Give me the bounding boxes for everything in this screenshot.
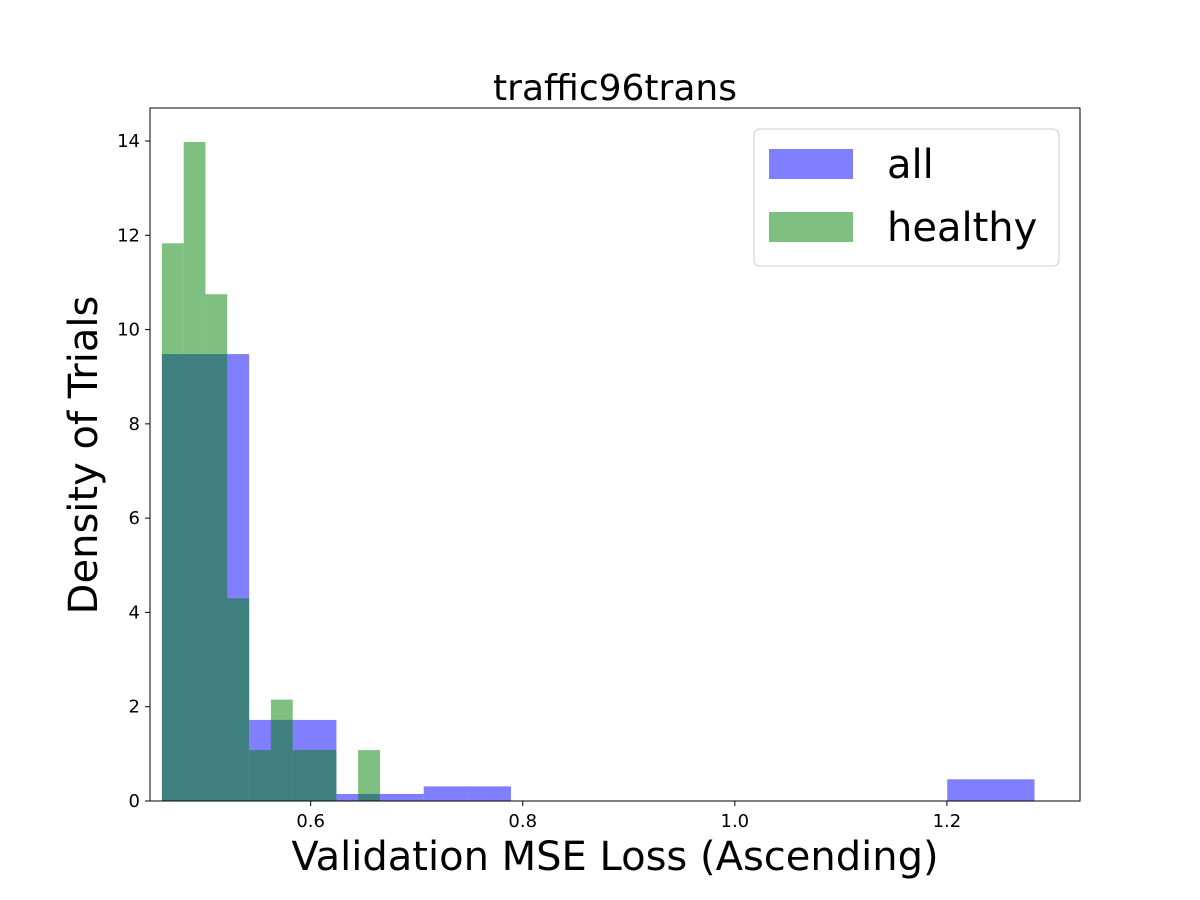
y-tick-label: 14 [117,131,140,152]
y-tick-label: 10 [117,320,140,341]
plot-frame [149,107,1081,802]
legend-label-all: all [887,142,934,188]
chart-title: traffic96trans [493,68,737,109]
y-tick-label: 2 [129,697,140,718]
y-axis-label: Density of Trials [61,296,107,615]
x-tick-label: 1.2 [933,811,962,832]
bar-healthy-4 [249,750,271,801]
bar-healthy-3 [227,598,250,801]
y-tick-label: 4 [129,602,140,623]
histogram-bars [161,141,1035,802]
bar-healthy-7 [314,750,337,801]
bar-healthy-5 [270,699,293,801]
bar-healthy-8 [358,750,381,801]
y-axis-ticks: 0 2 4 6 8 10 12 14 [117,131,150,812]
bar-healthy-1 [183,141,206,801]
bar-healthy-2 [205,294,228,801]
bar-healthy-0 [161,243,184,802]
bar-all-6 [423,786,468,801]
x-axis-label: Validation MSE Loss (Ascending) [291,834,938,880]
bar-healthy-6 [292,750,315,801]
legend: all healthy [753,128,1060,267]
y-tick-label: 6 [129,508,140,529]
x-tick-label: 1.0 [721,811,750,832]
bar-all-7 [467,786,511,801]
legend-swatch-healthy [769,212,853,242]
legend-label-healthy: healthy [887,205,1037,251]
y-tick-label: 0 [129,791,140,812]
x-axis-ticks: 0.6 0.8 1.0 1.2 [296,801,961,832]
y-tick-label: 8 [129,414,140,435]
x-tick-label: 0.6 [296,811,325,832]
bar-all-8 [947,779,1035,801]
legend-swatch-all [769,149,853,179]
y-tick-label: 12 [117,225,140,246]
bar-all-5 [380,793,424,801]
x-tick-label: 0.8 [508,811,537,832]
